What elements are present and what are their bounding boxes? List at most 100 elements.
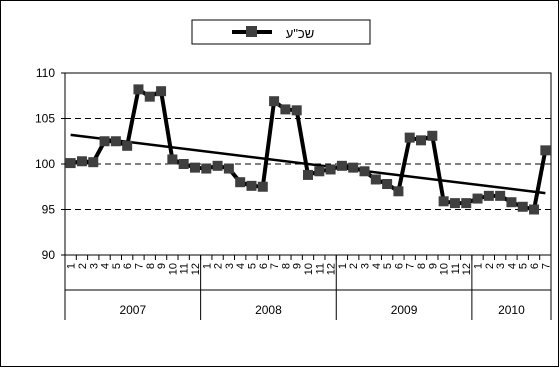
x-month-label: 2 bbox=[77, 263, 89, 269]
data-point bbox=[303, 169, 313, 180]
y-tick-label: 110 bbox=[36, 66, 55, 80]
data-point bbox=[280, 104, 291, 115]
x-month-label: 5 bbox=[111, 263, 123, 269]
data-point bbox=[291, 105, 302, 116]
y-tick-label: 95 bbox=[42, 203, 56, 217]
x-month-label: 9 bbox=[156, 263, 168, 269]
legend-marker bbox=[246, 26, 257, 37]
y-tick-label: 90 bbox=[42, 248, 56, 262]
x-month-label: 6 bbox=[529, 263, 541, 269]
data-point bbox=[517, 201, 528, 212]
x-year-label: 2007 bbox=[119, 303, 146, 317]
data-point bbox=[223, 163, 234, 174]
data-point bbox=[540, 145, 551, 156]
data-point bbox=[314, 166, 325, 177]
x-year-label: 2009 bbox=[391, 303, 418, 317]
data-point bbox=[348, 162, 359, 173]
x-month-label: 11 bbox=[179, 263, 191, 274]
x-month-label: 6 bbox=[122, 263, 134, 269]
x-month-label: 12 bbox=[190, 263, 202, 275]
x-month-label: 6 bbox=[258, 263, 270, 269]
data-point bbox=[133, 84, 144, 95]
data-point bbox=[438, 196, 449, 207]
data-point bbox=[461, 198, 472, 209]
data-point bbox=[427, 130, 438, 141]
data-point bbox=[325, 164, 336, 175]
x-month-label: 1 bbox=[66, 263, 78, 269]
y-tick-label: 100 bbox=[35, 157, 55, 171]
x-month-label: 10 bbox=[303, 263, 315, 275]
data-point bbox=[269, 96, 280, 107]
data-point bbox=[495, 190, 506, 201]
data-point bbox=[359, 166, 370, 177]
data-point bbox=[393, 186, 404, 197]
data-point bbox=[449, 198, 460, 209]
data-point bbox=[235, 177, 246, 188]
x-month-label: 12 bbox=[461, 263, 473, 275]
data-point bbox=[99, 136, 110, 147]
x-month-label: 8 bbox=[416, 263, 428, 269]
x-month-label: 3 bbox=[224, 263, 236, 269]
x-year-label: 2010 bbox=[498, 303, 525, 317]
data-point bbox=[144, 91, 155, 102]
data-point bbox=[65, 158, 76, 169]
x-month-label: 10 bbox=[439, 263, 451, 275]
data-point bbox=[212, 160, 223, 171]
x-month-label: 7 bbox=[269, 263, 281, 269]
data-point bbox=[178, 159, 189, 169]
x-month-label: 1 bbox=[473, 263, 485, 269]
data-point bbox=[167, 154, 178, 165]
data-point bbox=[257, 181, 268, 192]
legend-label: שכ"ע bbox=[286, 26, 315, 41]
x-year-label: 2008 bbox=[255, 303, 282, 317]
x-month-label: 5 bbox=[518, 263, 530, 269]
x-month-label: 2 bbox=[484, 263, 496, 269]
data-point bbox=[122, 140, 133, 151]
x-month-label: 10 bbox=[167, 263, 179, 275]
data-point bbox=[246, 180, 257, 191]
data-point bbox=[201, 163, 212, 174]
data-point bbox=[506, 197, 517, 208]
x-month-label: 1 bbox=[337, 263, 349, 269]
x-month-label: 9 bbox=[427, 263, 439, 269]
x-month-label: 8 bbox=[280, 263, 292, 269]
data-point bbox=[472, 193, 483, 204]
y-tick-label: 105 bbox=[35, 112, 55, 126]
data-point bbox=[110, 136, 121, 147]
x-month-label: 7 bbox=[405, 263, 417, 269]
x-month-label: 4 bbox=[235, 263, 247, 269]
x-month-label: 3 bbox=[88, 263, 100, 269]
x-month-label: 9 bbox=[292, 263, 304, 269]
x-month-label: 4 bbox=[100, 263, 112, 269]
data-point bbox=[156, 86, 167, 97]
data-point bbox=[416, 135, 427, 146]
data-point bbox=[483, 190, 494, 201]
x-month-label: 4 bbox=[506, 263, 518, 269]
data-point bbox=[404, 132, 415, 143]
x-month-label: 3 bbox=[360, 263, 372, 269]
x-month-label: 3 bbox=[495, 263, 507, 269]
x-month-label: 5 bbox=[382, 263, 394, 269]
data-point bbox=[382, 179, 393, 190]
x-month-label: 11 bbox=[450, 263, 462, 274]
x-month-label: 1 bbox=[201, 263, 213, 269]
data-point bbox=[529, 204, 540, 215]
x-month-label: 11 bbox=[314, 263, 326, 274]
data-point bbox=[189, 162, 200, 173]
data-point bbox=[336, 160, 347, 171]
x-month-label: 4 bbox=[371, 263, 383, 269]
legend: שכ"ע bbox=[191, 19, 371, 45]
x-month-label: 2 bbox=[348, 263, 360, 269]
x-month-label: 2 bbox=[213, 263, 225, 269]
x-month-label: 7 bbox=[133, 263, 145, 269]
x-month-label: 12 bbox=[326, 263, 338, 275]
plot-border bbox=[64, 72, 552, 256]
x-month-label: 7 bbox=[540, 263, 552, 269]
data-point bbox=[88, 157, 99, 168]
x-month-label: 6 bbox=[393, 263, 405, 269]
data-point bbox=[76, 156, 87, 167]
x-month-label: 8 bbox=[145, 263, 157, 269]
